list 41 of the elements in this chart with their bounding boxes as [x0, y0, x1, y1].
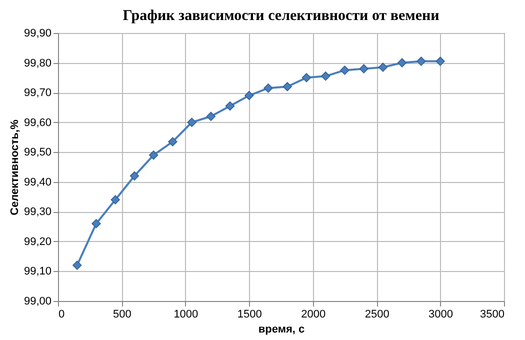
point	[148, 150, 158, 160]
x-tick-label: 500	[113, 308, 132, 320]
point	[187, 118, 196, 127]
x-tick-label: 3500	[480, 308, 504, 320]
y-tick-label: 99,90	[24, 28, 52, 40]
x-tick-label: 0	[58, 308, 65, 320]
y-tick-label: 99,80	[24, 57, 52, 70]
y-tick-label: 99,60	[24, 116, 52, 129]
point	[206, 112, 216, 121]
point	[225, 101, 235, 111]
y-tick-label: 99,30	[24, 206, 52, 218]
point	[359, 64, 368, 74]
point	[264, 84, 273, 93]
y-tick-label: 99,20	[24, 236, 52, 248]
y-tick-label: 99,10	[24, 266, 52, 278]
point	[72, 260, 82, 270]
y-axis-title: Селективность,%	[8, 119, 21, 216]
chart-title: График зависимости селективности от вемени	[122, 8, 440, 24]
point	[92, 218, 101, 228]
point	[110, 195, 120, 204]
point	[378, 62, 388, 72]
x-tick-label: 3000	[428, 308, 454, 320]
x-axis-title: время, с	[258, 324, 305, 336]
point	[302, 73, 312, 82]
x-tick-label: 2000	[301, 308, 326, 320]
point	[436, 56, 445, 66]
point	[282, 82, 292, 92]
x-tick-label: 1500	[237, 308, 262, 320]
x-tick-label: 2500	[364, 308, 390, 320]
point	[244, 90, 254, 100]
y-tick-label: 99,50	[24, 146, 52, 159]
point	[397, 58, 407, 68]
x-tick-label: 1000	[174, 308, 198, 320]
point	[340, 66, 350, 75]
y-tick-label: 99,70	[24, 87, 52, 100]
y-tick-label: 99,00	[24, 296, 52, 308]
point	[321, 72, 330, 81]
point	[130, 171, 140, 181]
point	[168, 137, 178, 146]
y-tick-label: 99,40	[24, 176, 52, 188]
point	[416, 56, 426, 66]
